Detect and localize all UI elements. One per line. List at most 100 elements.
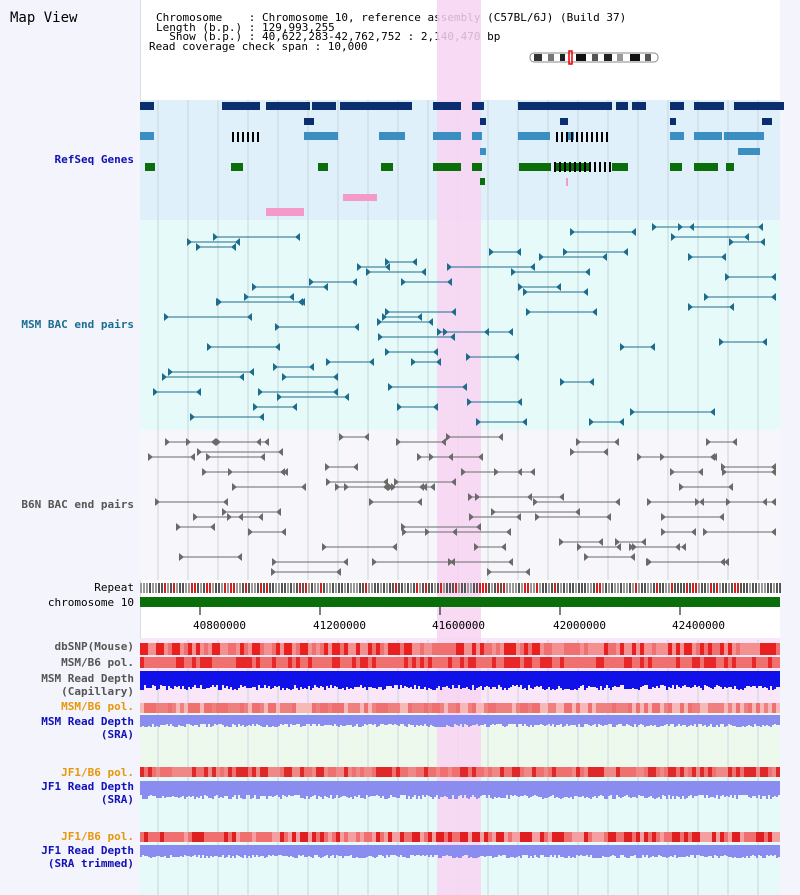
polymorphism-cell <box>156 643 160 655</box>
read-depth-bar <box>518 715 520 724</box>
polymorphism-cell <box>576 767 580 777</box>
read-depth-bar <box>476 715 478 724</box>
read-depth-bar <box>490 671 492 689</box>
read-depth-bar <box>232 781 234 797</box>
polymorphism-cell <box>732 832 736 842</box>
polymorphism-cell <box>664 767 668 777</box>
read-depth-bar <box>316 715 318 726</box>
polymorphism-cell <box>528 643 532 655</box>
read-depth-bar <box>280 715 282 724</box>
polymorphism-cell <box>240 657 244 668</box>
polymorphism-cell <box>736 767 740 777</box>
refseq-genes-track <box>140 102 784 216</box>
bac-end-marker <box>210 523 215 531</box>
read-depth-bar <box>588 671 590 686</box>
read-depth-bar <box>298 715 300 724</box>
polymorphism-cell <box>596 643 600 655</box>
repeat-block <box>365 583 367 593</box>
read-depth-bar <box>720 671 722 687</box>
read-depth-bar <box>234 715 236 725</box>
bac-end-marker <box>411 358 416 366</box>
polymorphism-cell <box>464 643 468 655</box>
read-depth-bar <box>554 715 556 727</box>
polymorphism-cell <box>160 703 164 713</box>
read-depth-bar <box>532 781 534 796</box>
polymorphism-cell <box>628 832 632 842</box>
read-depth-bar <box>316 845 318 855</box>
read-depth-bar <box>410 781 412 799</box>
read-depth-bar <box>244 781 246 799</box>
read-depth-bar <box>496 671 498 689</box>
polymorphism-cell <box>560 703 564 713</box>
repeat-block <box>713 583 715 593</box>
polymorphism-cell <box>260 832 264 842</box>
read-depth-bar <box>462 845 464 856</box>
polymorphism-cell <box>504 703 508 713</box>
read-depth-bar <box>278 781 280 797</box>
polymorphism-cell <box>212 703 216 713</box>
bac-end-marker <box>392 543 397 551</box>
read-depth-bar <box>288 781 290 795</box>
read-depth-bar <box>250 845 252 858</box>
read-depth-bar <box>398 671 400 689</box>
read-depth-bar <box>210 781 212 798</box>
read-depth-bar <box>216 781 218 795</box>
repeat-block <box>686 583 688 593</box>
read-depth-bar <box>616 781 618 795</box>
read-depth-bar <box>452 781 454 795</box>
read-depth-bar <box>444 671 446 687</box>
polymorphism-cell <box>232 767 236 777</box>
read-depth-bar <box>150 715 152 727</box>
bac-end-marker <box>523 288 528 296</box>
read-depth-bar <box>566 845 568 858</box>
read-depth-bar <box>504 845 506 855</box>
read-depth-bar <box>478 845 480 857</box>
gene-feature <box>222 102 260 110</box>
track-label-b6n-bac[interactable]: B6N BAC end pairs <box>21 498 134 511</box>
polymorphism-cell <box>276 657 280 668</box>
track-label-msm-bac[interactable]: MSM BAC end pairs <box>21 318 134 331</box>
read-depth-bar <box>608 781 610 796</box>
read-depth-bar <box>744 845 746 858</box>
read-depth-bar <box>462 671 464 688</box>
read-depth-bar <box>762 715 764 725</box>
read-depth-bar <box>586 845 588 855</box>
read-depth-bar <box>192 781 194 796</box>
repeat-block <box>707 583 709 593</box>
polymorphism-cell <box>640 832 644 842</box>
chromosome-ideogram <box>529 50 659 65</box>
polymorphism-cell <box>308 703 312 713</box>
read-depth-bar <box>344 845 346 856</box>
repeat-block <box>311 583 313 593</box>
read-depth-bar <box>658 671 660 688</box>
repeat-block <box>296 583 298 593</box>
bac-end-marker <box>339 433 344 441</box>
polymorphism-cell <box>348 832 352 842</box>
read-depth-bar <box>424 671 426 687</box>
bac-end-marker <box>385 308 390 316</box>
polymorphism-cell <box>300 703 304 713</box>
read-depth-bar <box>706 671 708 686</box>
polymorphism-cell <box>700 832 704 842</box>
polymorphism-cell <box>692 832 696 842</box>
read-depth-bar <box>322 845 324 857</box>
polymorphism-cell <box>552 657 556 668</box>
repeat-block <box>764 583 766 593</box>
read-depth-bar <box>446 671 448 686</box>
bac-end-marker <box>475 493 480 501</box>
read-depth-bar <box>750 781 752 798</box>
read-depth-bar <box>388 715 390 724</box>
bac-end-marker <box>372 558 377 566</box>
polymorphism-cell <box>196 657 200 668</box>
track-label-refseq[interactable]: RefSeq Genes <box>54 153 134 166</box>
read-depth-bar <box>706 845 708 857</box>
read-depth-bar <box>242 845 244 858</box>
read-depth-bar <box>602 671 604 690</box>
read-depth-bar <box>282 781 284 795</box>
read-depth-bar <box>188 715 190 724</box>
polymorphism-cell <box>568 657 572 668</box>
bac-end-marker <box>176 523 181 531</box>
polymorphism-cell <box>716 643 720 655</box>
polymorphism-cell <box>724 703 728 713</box>
